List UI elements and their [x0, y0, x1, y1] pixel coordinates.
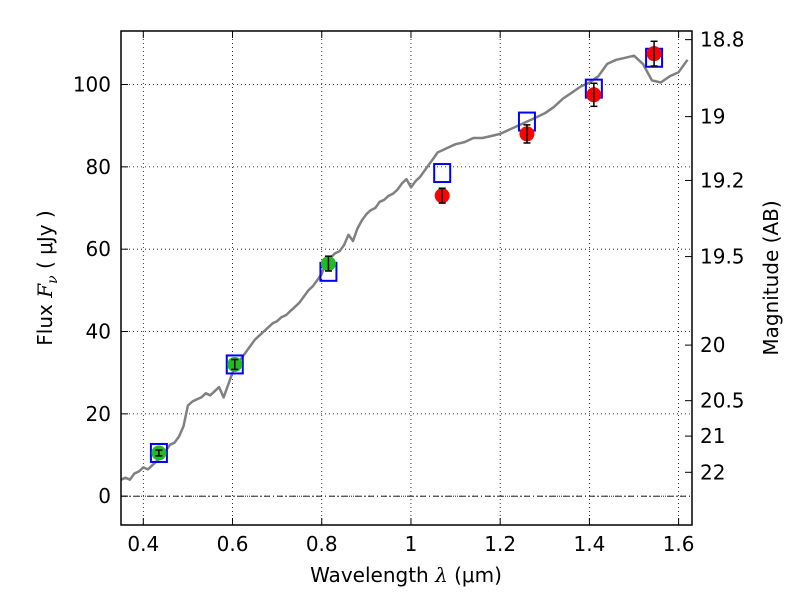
plot-background	[121, 31, 692, 525]
y-tick-label: 20	[86, 402, 111, 426]
x-tick-label: 0.4	[127, 532, 159, 556]
y-tick-label: 40	[86, 320, 111, 344]
x-tick-label: 1	[405, 532, 418, 556]
magnitude-tick-label: 19.5	[700, 245, 745, 269]
model-spectrum-line	[120, 54, 689, 481]
y-tick-label: 0	[98, 484, 111, 508]
model-photometry-square	[225, 354, 244, 375]
x-tick-label: 1.6	[663, 532, 695, 556]
y-tick-label: 100	[73, 73, 111, 97]
y-axis-label: Flux Fν ( μJy )	[33, 210, 61, 345]
magnitude-tick-label: 20	[700, 333, 725, 357]
axis-ticks: 0.4 0.6 0.8 1 1.2 1.4 1.6 0 20 40 60 80 100 18.8 19 19.…	[73, 28, 745, 556]
model-photometry-square	[433, 163, 452, 184]
magnitude-tick-label: 21	[700, 424, 725, 448]
right-axis-label: Magnitude (AB)	[759, 200, 783, 355]
magnitude-tick-label: 19	[700, 105, 725, 129]
y-tick-label: 80	[86, 155, 111, 179]
magnitude-tick-label: 18.8	[700, 28, 745, 52]
y-tick-label: 60	[86, 237, 111, 261]
x-axis-label: Wavelength λ (μm)	[310, 563, 502, 587]
data-markers	[149, 40, 664, 463]
x-tick-label: 1.2	[484, 532, 516, 556]
model-spectrum	[120, 54, 689, 481]
model-photometry-square	[149, 442, 168, 463]
magnitude-tick-label: 19.2	[700, 168, 745, 192]
magnitude-tick-label: 20.5	[700, 389, 745, 413]
magnitude-tick-label: 22	[700, 460, 725, 484]
x-tick-label: 0.6	[217, 532, 249, 556]
plot-frame	[120, 30, 693, 526]
grid	[121, 31, 692, 525]
x-tick-label: 1.4	[573, 532, 605, 556]
x-tick-label: 0.8	[306, 532, 338, 556]
